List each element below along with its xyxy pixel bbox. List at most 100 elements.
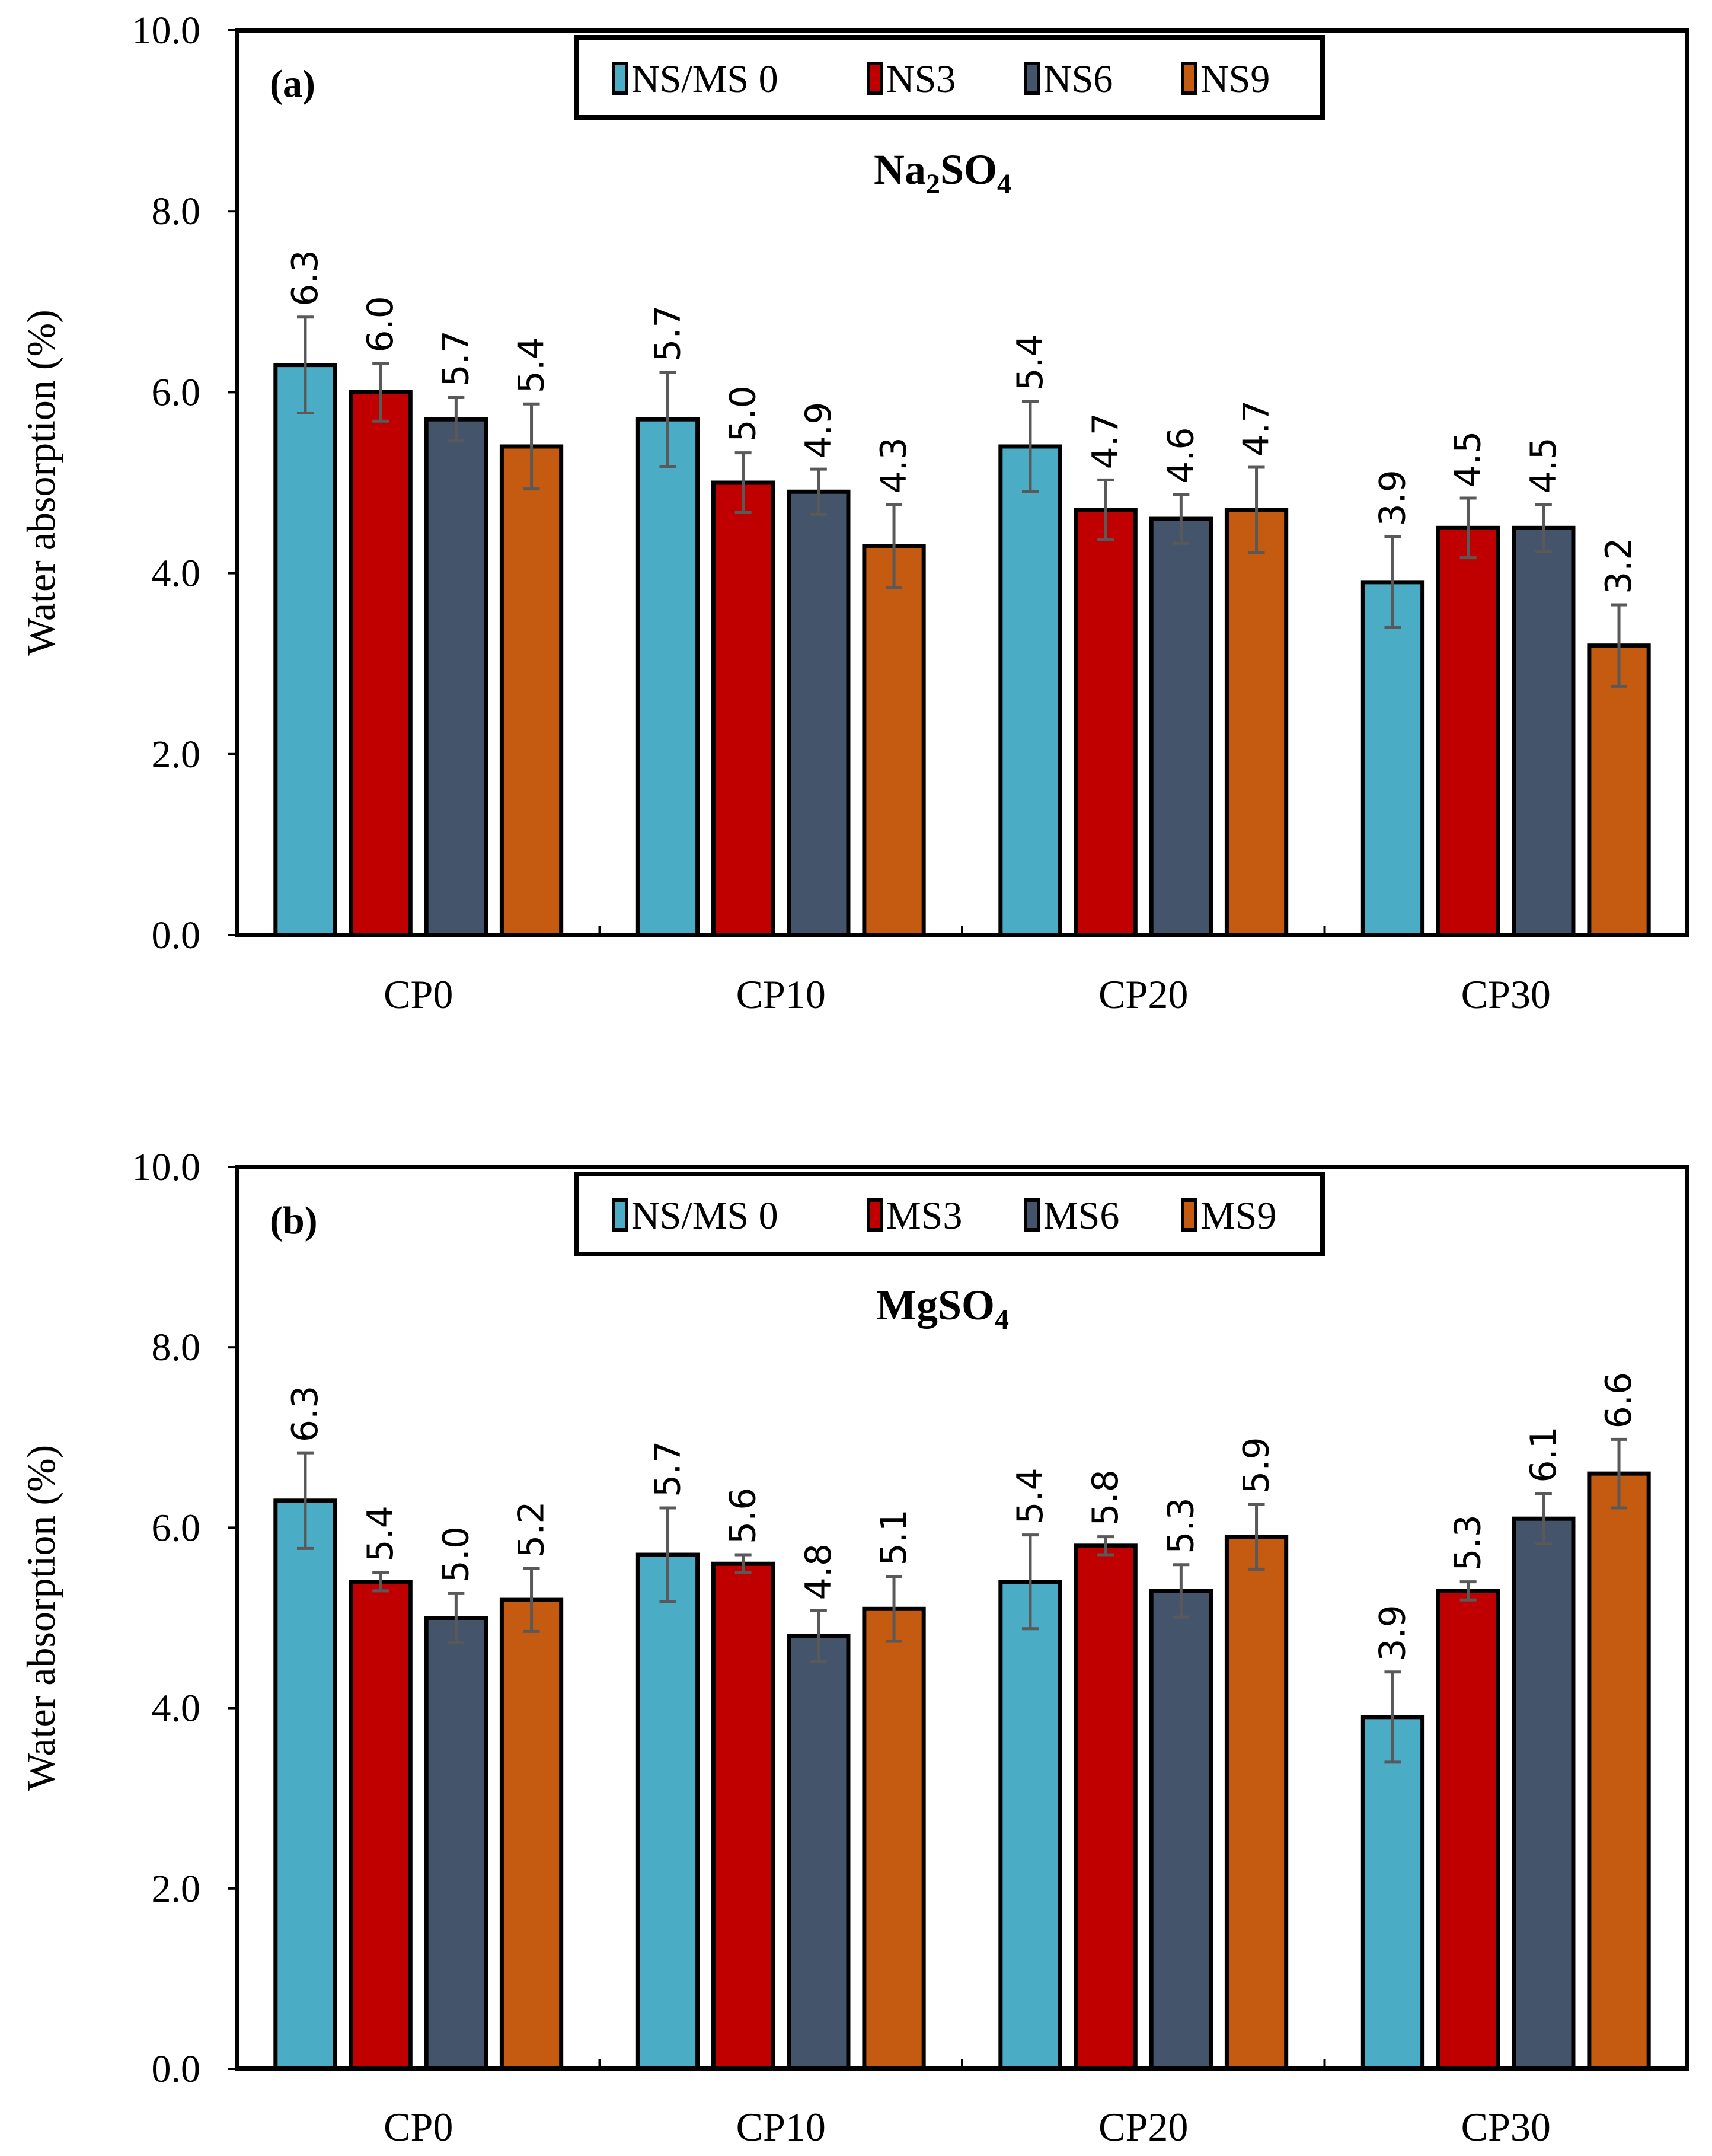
data-label: 4.7 [1236, 400, 1277, 457]
data-label: 5.7 [647, 1441, 688, 1497]
chart-panel-a: 6.3 5.7 5.4 3.9 6.0 5.0 4.7 4.5 5.7 4.9 4.6 4.5 5.4 4… [18, 9, 1689, 1017]
x-tick-label: CP20 [1098, 2104, 1188, 2149]
data-label: 5.4 [511, 337, 552, 393]
bar-NSMS0-CP0 [273, 363, 337, 937]
error-bar [523, 402, 540, 491]
data-label: 5.7 [647, 305, 688, 361]
data-label: 5.4 [1010, 334, 1051, 390]
data-label: 5.4 [360, 1506, 401, 1562]
error-bar [523, 1567, 540, 1633]
bar-MS3-CP10 [711, 1561, 775, 2071]
x-tick-label: CP20 [1098, 972, 1188, 1017]
legend-item: MS3 [867, 1194, 962, 1238]
bar-MS9-CP30 [1587, 1471, 1651, 2071]
legend: NS/MS 0 NS3 NS6 NS9 [574, 35, 1325, 120]
error-bar [734, 451, 752, 514]
title-subscript: 4 [995, 1304, 1009, 1335]
legend-label: NS3 [886, 58, 956, 101]
y-tick-label: 10.0 [132, 9, 201, 52]
y-tick-label: 0.0 [152, 914, 201, 957]
bar-MS6-CP30 [1512, 1516, 1576, 2071]
chart-panel-b: 6.3 5.7 5.4 3.9 5.4 5.6 5.8 5.3 5.0 4.8 5.3 6.1 5.2 5… [18, 1146, 1689, 2149]
legend-frame [574, 1172, 1325, 1256]
legend-item: NS/MS 0 [612, 58, 778, 101]
legend-swatch [1181, 62, 1197, 95]
legend-swatch [1181, 1198, 1197, 1232]
chart-title: MgSO4 [876, 1281, 1009, 1335]
data-label: 4.7 [1085, 413, 1126, 469]
panel-label: (a) [270, 62, 315, 106]
error-bar [734, 1553, 752, 1574]
legend-item: MS6 [1024, 1194, 1119, 1238]
error-bar [372, 1571, 389, 1593]
y-tick-label: 6.0 [152, 371, 201, 414]
data-label: 4.9 [798, 402, 839, 458]
legend-label: MS9 [1200, 1194, 1276, 1238]
error-bar [1459, 1580, 1477, 1602]
y-tick-label: 8.0 [152, 1326, 201, 1369]
legend: NS/MS 0 MS3 MS6 MS9 [574, 1172, 1325, 1256]
bar-NS3-CP20 [1074, 508, 1138, 937]
legend-swatch [1024, 1198, 1040, 1232]
data-label: 5.2 [511, 1501, 552, 1557]
error-bar [1021, 1533, 1039, 1631]
error-bar [810, 467, 827, 516]
bar-MS6-CP0 [424, 1616, 488, 2071]
error-bar [1384, 1670, 1401, 1764]
x-tick-label: CP30 [1461, 2104, 1551, 2149]
bar-MS6-CP20 [1149, 1589, 1213, 2071]
bar-NS3-CP0 [349, 390, 413, 937]
y-tick-label: 10.0 [132, 1146, 201, 1189]
error-bar [1611, 1437, 1628, 1510]
error-bar [372, 362, 389, 423]
title-subscript: 2 [926, 168, 940, 200]
y-tick-label: 8.0 [152, 190, 201, 233]
bar-NS3-CP30 [1436, 525, 1500, 937]
data-label: 6.0 [360, 296, 401, 352]
bar-MS9-CP0 [499, 1597, 564, 2071]
legend-label: MS3 [886, 1194, 962, 1238]
legend-swatch [867, 1198, 883, 1232]
title-text: MgSO [876, 1281, 995, 1329]
legend-label: NS/MS 0 [631, 58, 778, 101]
bar-NSMS0-CP0 [273, 1498, 337, 2071]
error-bar [1535, 1492, 1552, 1546]
error-bar [886, 503, 903, 589]
legend-item: NS6 [1024, 58, 1113, 101]
bar-MS3-CP20 [1074, 1543, 1138, 2071]
y-tick-label: 0.0 [152, 2047, 201, 2091]
y-tick-label: 6.0 [152, 1506, 201, 1549]
legend-item: NS/MS 0 [612, 1194, 778, 1238]
legend-item: MS9 [1181, 1194, 1276, 1238]
bar-MS9-CP20 [1224, 1535, 1289, 2071]
error-bar [1097, 1535, 1114, 1557]
bar-MS3-CP30 [1436, 1589, 1500, 2071]
data-label: 3.2 [1598, 538, 1640, 594]
bar-NSMS0-CP20 [998, 444, 1062, 937]
data-label: 5.7 [435, 330, 477, 387]
bar-NS9-CP30 [1587, 643, 1651, 937]
legend-item: NS3 [867, 58, 956, 101]
bar-NSMS0-CP30 [1360, 580, 1425, 937]
error-bar [810, 1609, 827, 1663]
error-bar [448, 396, 465, 443]
bar-NSMS0-CP10 [635, 1552, 700, 2071]
bar-MS3-CP0 [349, 1580, 413, 2071]
bar-NS9-CP0 [499, 444, 564, 937]
legend-swatch [612, 1198, 628, 1232]
legend-swatch [612, 62, 628, 95]
legend-swatch [1024, 62, 1040, 95]
title-text: SO [940, 146, 997, 193]
data-label: 5.1 [873, 1509, 915, 1565]
x-tick-label: CP0 [384, 2104, 453, 2149]
legend-item: NS9 [1181, 58, 1270, 101]
error-bar [1459, 496, 1477, 560]
data-label: 5.9 [1236, 1437, 1277, 1493]
data-label: 4.8 [798, 1543, 839, 1600]
legend-frame [574, 35, 1325, 120]
legend-label: NS/MS 0 [631, 1194, 778, 1238]
error-bar [296, 1451, 314, 1550]
error-bar [448, 1592, 465, 1644]
data-label: 6.3 [285, 250, 326, 306]
